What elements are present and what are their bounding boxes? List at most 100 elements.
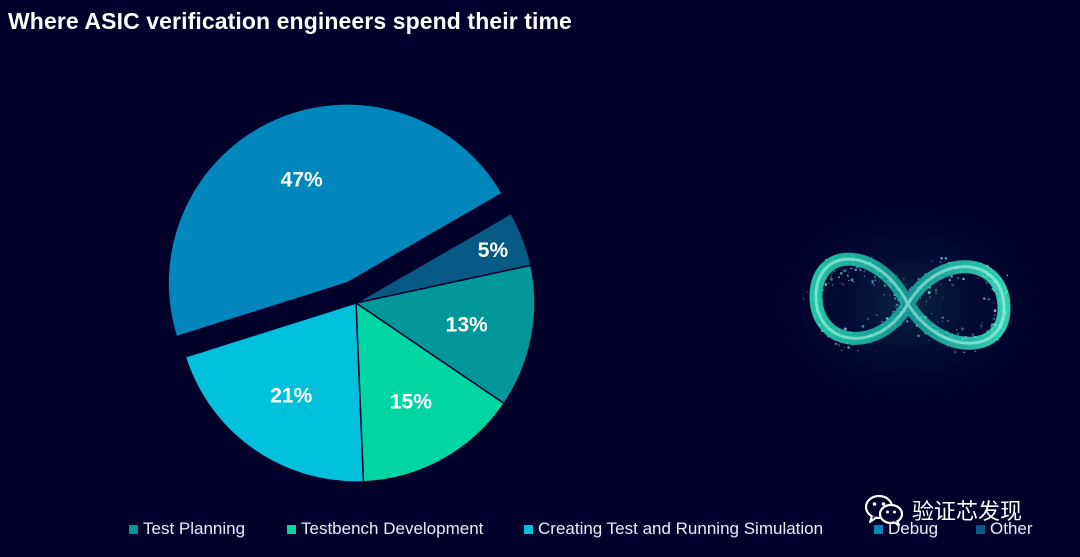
wechat-icon — [864, 494, 904, 526]
particle — [989, 325, 993, 328]
particle — [841, 282, 843, 284]
particle — [971, 333, 975, 337]
particle — [841, 349, 843, 352]
pie-slice-debug — [167, 103, 504, 338]
particle — [881, 320, 883, 323]
particle — [941, 316, 944, 319]
particle — [987, 297, 991, 301]
legend-label: Other — [990, 519, 1033, 538]
particle — [832, 269, 836, 273]
particle — [977, 277, 980, 279]
particle — [883, 284, 887, 287]
chart-title: Where ASIC verification engineers spend … — [8, 8, 572, 34]
particle — [857, 350, 859, 352]
particle — [989, 298, 991, 300]
particle — [839, 271, 843, 275]
particle — [902, 277, 905, 280]
particle — [993, 314, 996, 316]
particle — [845, 268, 847, 270]
particle — [941, 320, 944, 323]
particle — [931, 312, 933, 315]
particle — [826, 289, 828, 291]
particle — [894, 297, 897, 300]
particle — [940, 256, 943, 260]
legend-label: Test Planning — [143, 519, 246, 538]
legend-item-debug: Debug — [874, 519, 938, 539]
particle — [847, 271, 850, 273]
particle — [806, 291, 809, 293]
legend-swatch — [874, 524, 883, 534]
particle — [905, 284, 907, 286]
particle — [983, 297, 986, 300]
particle — [861, 324, 865, 328]
particle — [937, 321, 939, 323]
particle — [947, 319, 949, 322]
legend-label: Testbench Development — [301, 519, 484, 538]
particle — [993, 309, 997, 313]
particle — [878, 280, 881, 283]
particle — [956, 329, 958, 331]
particle — [929, 296, 932, 298]
particle — [871, 281, 874, 284]
particle — [974, 350, 977, 352]
particle — [872, 283, 875, 286]
particle — [875, 350, 878, 353]
particle — [847, 279, 850, 282]
particle — [837, 343, 841, 347]
particle — [844, 269, 846, 272]
particle — [863, 275, 866, 277]
particle — [847, 346, 850, 349]
legend-item-creating-test: Creating Test and Running Simulation — [524, 519, 823, 539]
particle — [831, 272, 833, 275]
legend-swatch — [129, 524, 138, 534]
particle — [1006, 274, 1009, 277]
particle — [906, 320, 909, 323]
particle — [843, 327, 847, 331]
particle — [950, 274, 953, 278]
watermark: 验证芯发现 — [864, 494, 1022, 526]
particle — [837, 276, 840, 279]
particle — [894, 305, 896, 308]
legend-label: Debug — [888, 519, 939, 538]
particle — [874, 279, 877, 281]
particle — [917, 277, 920, 280]
legend-swatch — [976, 524, 985, 534]
particle — [957, 276, 960, 280]
pie-slice-testbench-development — [355, 301, 506, 483]
particle — [956, 332, 960, 336]
particle — [883, 293, 886, 296]
particle — [993, 302, 995, 304]
particle — [863, 271, 865, 273]
legend-swatch — [524, 524, 533, 534]
legend-label: Creating Test and Running Simulation — [538, 519, 824, 538]
particle — [842, 283, 845, 286]
particle — [990, 323, 994, 326]
particle — [842, 269, 846, 272]
particle — [850, 278, 854, 282]
legend-item-testbench-development: Testbench Development — [287, 519, 483, 539]
particle — [834, 342, 837, 345]
particle — [819, 333, 821, 335]
particle — [979, 324, 983, 328]
pie-data-label: 15% — [390, 391, 432, 414]
infinity-particles-image — [778, 206, 1038, 402]
particle — [858, 267, 861, 270]
particle — [941, 297, 944, 299]
particle — [850, 267, 853, 270]
particle — [926, 300, 928, 302]
particle — [906, 317, 908, 319]
particle — [829, 277, 833, 281]
particle — [931, 260, 933, 263]
particle — [892, 310, 895, 313]
particle — [944, 257, 948, 260]
particle — [927, 291, 931, 294]
particle — [871, 279, 875, 283]
particle — [948, 278, 951, 282]
particle — [935, 289, 938, 292]
particle — [875, 314, 878, 317]
particle — [939, 261, 942, 264]
particle — [917, 304, 919, 306]
pie-slice-test-planning — [354, 264, 536, 405]
pie-data-label: 5% — [478, 239, 509, 262]
